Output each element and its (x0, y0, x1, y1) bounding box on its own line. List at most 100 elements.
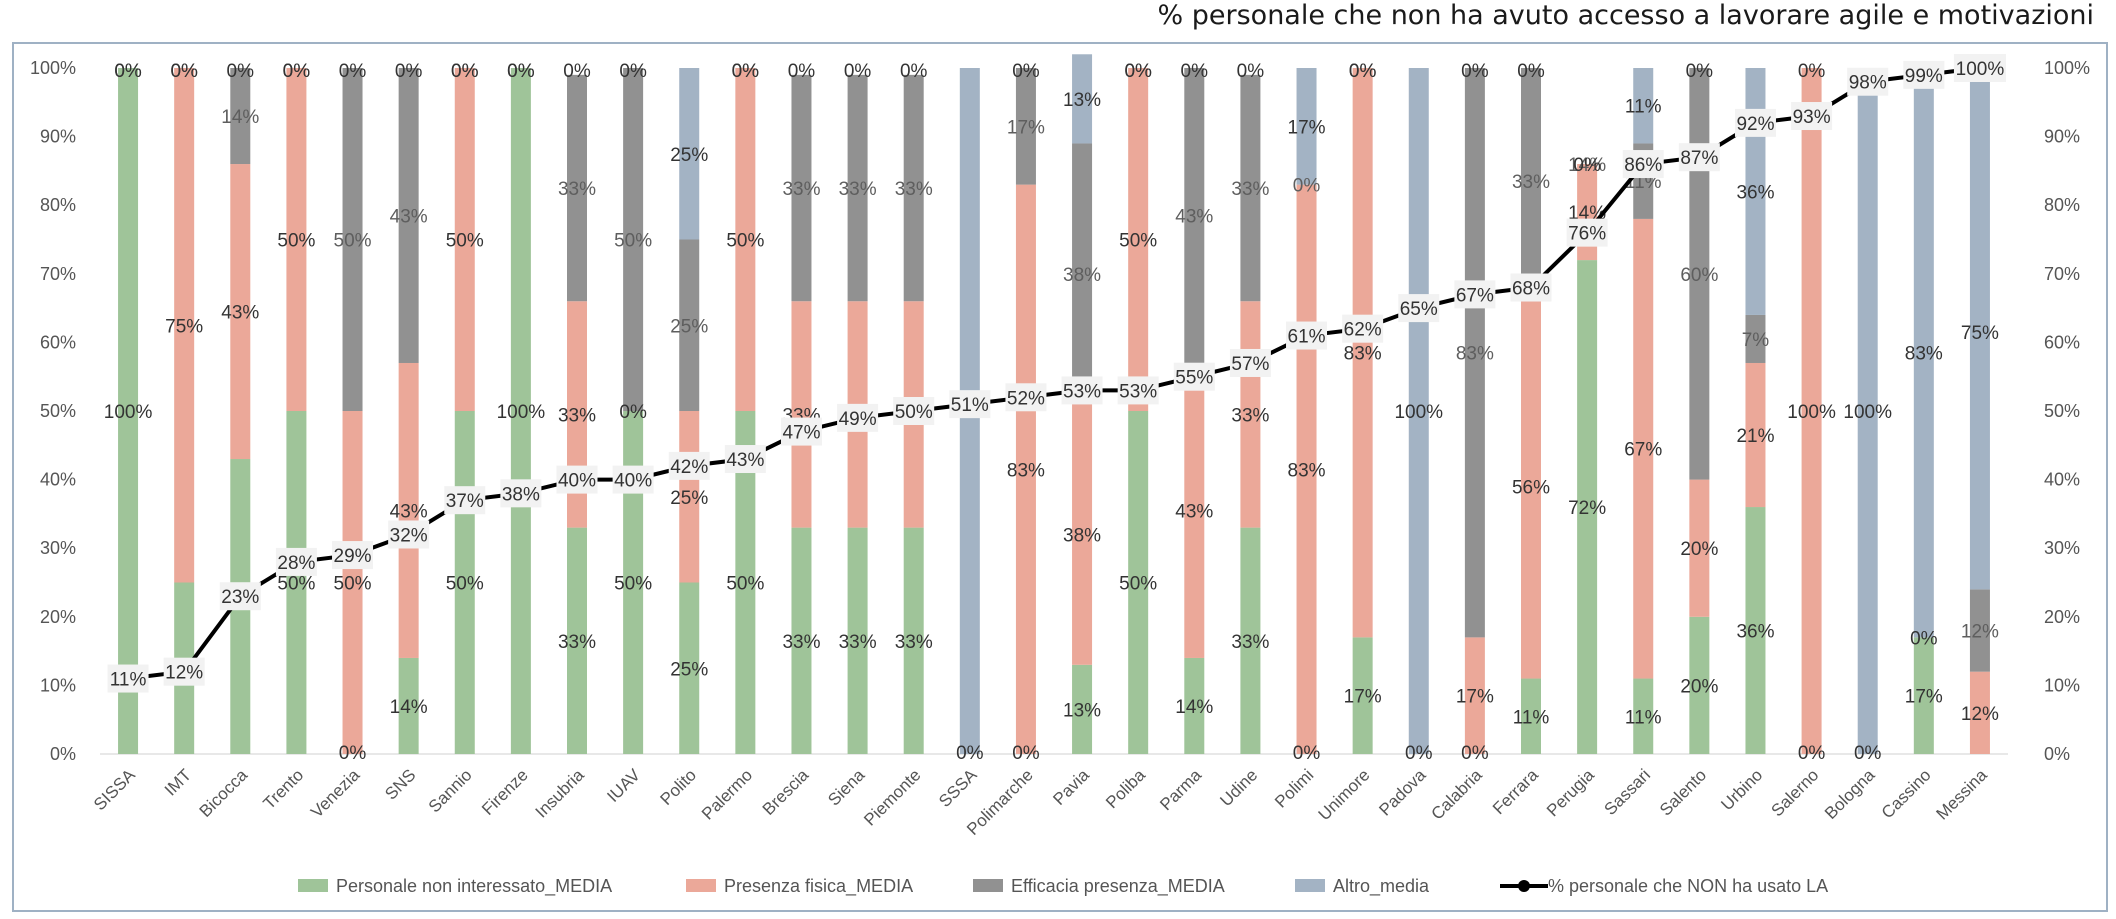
line-data-label: 57% (1231, 354, 1269, 375)
bar-segment (735, 68, 756, 411)
y2-tick-label: 40% (2044, 470, 2080, 490)
bar-data-label: 0% (1798, 743, 1826, 764)
bar-data-label: 0% (283, 61, 311, 82)
legend-label: Personale non interessato_MEDIA (336, 876, 612, 897)
line-label-box (1061, 376, 1103, 405)
bar-data-label: 33% (782, 632, 820, 653)
legend-label: Efficacia presenza_MEDIA (1011, 876, 1225, 897)
y2-tick-label: 20% (2044, 607, 2080, 627)
bar-data-label: 0% (1910, 628, 1938, 649)
bar-data-label: 0% (339, 743, 367, 764)
bar-segment (1745, 314, 1766, 363)
bar-data-label: 100% (1787, 402, 1836, 423)
y-tick-label: 30% (40, 538, 76, 558)
x-tick-label: Polimi (1271, 765, 1317, 811)
bar-data-label: 0% (1124, 61, 1152, 82)
bar-data-label: 33% (1512, 172, 1550, 193)
bar-data-label: 83% (1456, 344, 1494, 365)
y2-tick-label: 0% (2044, 744, 2070, 764)
x-tick-label: Pavia (1049, 765, 1093, 809)
line-data-label: 50% (895, 402, 933, 423)
line-label-box (332, 541, 374, 570)
line-data-label: 67% (1456, 285, 1494, 306)
bar-data-label: 67% (1624, 440, 1662, 461)
bar-data-label: 0% (1293, 743, 1321, 764)
bar-segment (342, 68, 363, 411)
bar-segment (510, 68, 531, 754)
x-tick-label: Poliba (1102, 765, 1149, 812)
bar-data-label: 11% (1625, 707, 1662, 728)
bar-segment (286, 68, 307, 411)
line-data-label: 65% (1400, 299, 1438, 320)
bar-segment (1521, 678, 1541, 754)
bar-segment (847, 527, 868, 754)
x-tick-label: Trento (259, 765, 307, 813)
bar-data-label: 17% (1456, 687, 1494, 708)
bar-segment (1240, 74, 1261, 302)
bar-data-label: 0% (1461, 743, 1489, 764)
x-tick-label: Perugia (1543, 765, 1598, 820)
x-tick-label: IMT (161, 765, 195, 799)
bar-data-label: 0% (1461, 61, 1489, 82)
line-data-label: 51% (951, 395, 989, 416)
line-data-label: 37% (446, 491, 484, 512)
bar-data-label: 43% (1175, 501, 1213, 522)
y2-tick-label: 70% (2044, 264, 2080, 284)
line-label-box (780, 417, 822, 446)
bar-segment (118, 68, 139, 754)
chart-frame (12, 42, 2108, 912)
line-data-label: 12% (165, 663, 203, 684)
line-data-label: 32% (390, 525, 428, 546)
line-label-box (107, 664, 149, 693)
line-label-box (1510, 273, 1552, 302)
line-data-label: 98% (1849, 73, 1887, 94)
line-label-box (1953, 54, 2006, 82)
bar-data-label: 0% (1517, 61, 1545, 82)
line-data-label: 29% (334, 546, 372, 567)
bar-data-label: 50% (726, 231, 764, 252)
line-data-label: 53% (1063, 381, 1101, 402)
bar-data-label: 0% (563, 61, 591, 82)
bar-data-label: 33% (782, 179, 820, 200)
bar-data-label: 100% (104, 402, 153, 423)
bar-data-label: 43% (390, 206, 428, 227)
x-tick-label: Bicocca (196, 765, 252, 821)
bar-data-label: 12% (1961, 704, 1999, 725)
bar-segment (1745, 507, 1766, 754)
bar-data-label: 11% (1513, 707, 1550, 728)
bar-segment (1969, 74, 1990, 590)
x-tick-label: Ferrara (1489, 765, 1542, 818)
bar-data-label: 33% (558, 179, 596, 200)
line-data-label: 40% (614, 471, 652, 492)
bar-data-label: 25% (670, 488, 708, 509)
bar-segment (1633, 218, 1654, 679)
line-label-box (612, 465, 654, 494)
x-tick-label: Palermo (698, 765, 756, 823)
line-data-label: 43% (726, 450, 764, 471)
bar-data-label: 33% (558, 405, 596, 426)
bar-data-label: 12% (1961, 622, 1999, 643)
bar-segment (679, 239, 700, 411)
line-data-label: 42% (670, 457, 708, 478)
line-label-box (893, 397, 935, 425)
line-label-box (219, 582, 261, 611)
bar-data-label: 20% (1680, 676, 1718, 697)
line-data-label: 11% (110, 670, 147, 691)
line-data-label: 87% (1680, 148, 1718, 169)
bar-data-label: 33% (895, 632, 933, 653)
bar-segment (1969, 671, 1990, 754)
bar-data-label: 100% (1843, 402, 1892, 423)
bar-segment (1184, 362, 1205, 658)
x-tick-label: SNS (381, 765, 419, 803)
x-tick-label: Polito (657, 765, 701, 809)
bar-segment (454, 68, 475, 411)
bar-data-label: 33% (558, 632, 596, 653)
line-label-box (1566, 218, 1608, 247)
y2-tick-label: 50% (2044, 401, 2080, 421)
bar-data-label: 11% (1625, 97, 1662, 118)
line-label-box (163, 657, 205, 686)
y-tick-label: 100% (30, 58, 76, 78)
y-tick-label: 10% (40, 675, 76, 695)
bar-data-label: 0% (339, 61, 367, 82)
